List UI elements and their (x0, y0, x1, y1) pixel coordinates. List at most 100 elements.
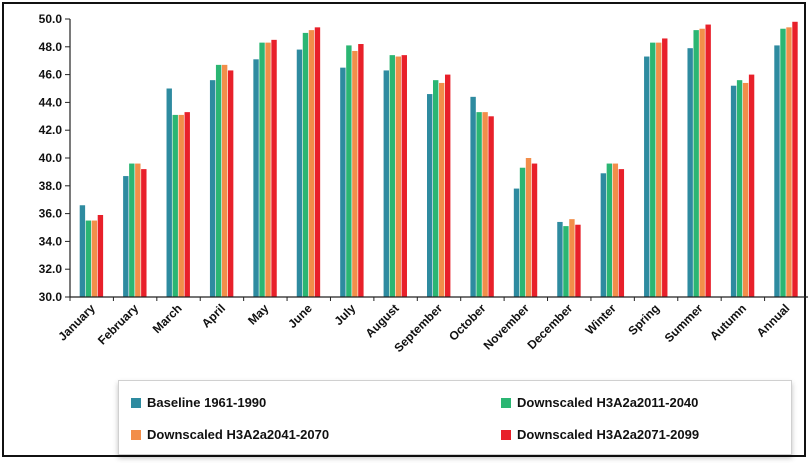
bar (265, 42, 271, 297)
bar (302, 32, 309, 298)
bar (123, 176, 129, 297)
bar (433, 80, 439, 297)
bar (79, 205, 86, 297)
bar (786, 27, 792, 298)
bar (91, 220, 98, 297)
x-category-label: April (199, 301, 228, 330)
bar (488, 116, 494, 297)
bar (730, 85, 737, 297)
legend-item-baseline: Baseline 1961-1990 (131, 395, 266, 410)
bar (141, 169, 147, 297)
bar (644, 56, 650, 297)
bar (693, 30, 699, 298)
x-category-label: July (331, 301, 358, 328)
bar (215, 64, 222, 298)
bar (476, 112, 482, 297)
bar (774, 45, 780, 297)
legend-item-2071-2099: Downscaled H3A2a2071-2099 (501, 427, 699, 442)
bar (650, 42, 656, 297)
y-tick-label: 48.0 (39, 40, 63, 54)
bar (557, 221, 563, 297)
bar (742, 82, 749, 297)
bar (308, 30, 315, 298)
bar (358, 44, 364, 297)
bar (513, 188, 520, 297)
y-tick-label: 42.0 (39, 123, 63, 137)
bar (780, 28, 786, 297)
x-category-label: Autumn (707, 301, 749, 343)
bar (85, 220, 92, 297)
x-category-label: August (363, 301, 402, 340)
x-category-label: February (95, 301, 141, 347)
legend: Baseline 1961-1990 Downscaled H3A2a2011-… (118, 380, 792, 455)
bar (97, 214, 104, 297)
bar (346, 45, 352, 297)
x-category-label: November (481, 301, 533, 353)
bar (612, 163, 619, 297)
bar (662, 38, 668, 298)
bar (135, 163, 141, 297)
x-category-label: June (285, 301, 315, 331)
y-tick-label: 50.0 (39, 12, 63, 26)
bar (340, 67, 346, 298)
bar (600, 173, 607, 297)
y-tick-label: 44.0 (39, 95, 63, 109)
bar (482, 112, 488, 297)
bar (395, 56, 401, 297)
bar (687, 48, 693, 297)
bar (439, 82, 445, 297)
bar (519, 167, 526, 297)
legend-label-baseline: Baseline 1961-1990 (147, 395, 267, 410)
bar (389, 55, 395, 297)
x-category-label: March (150, 301, 185, 336)
legend-label-2071-2099: Downscaled H3A2a2071-2099 (517, 427, 700, 442)
legend-label-2041-2070: Downscaled H3A2a2041-2070 (147, 427, 330, 442)
x-category-label: Spring (625, 301, 662, 338)
y-tick-label: 40.0 (39, 151, 63, 165)
bar (184, 112, 190, 297)
bar (445, 74, 451, 297)
bar (792, 21, 798, 298)
bar (736, 80, 743, 297)
bar (383, 70, 389, 298)
bar (470, 96, 476, 297)
bar (606, 163, 613, 297)
y-tick-label: 30.0 (39, 290, 63, 304)
legend-item-2011-2040: Downscaled H3A2a2011-2040 (501, 395, 698, 410)
chart-frame (2, 2, 806, 457)
bar (227, 70, 234, 298)
x-category-label: May (245, 301, 272, 328)
bar (209, 80, 216, 297)
y-tick-label: 34.0 (39, 234, 63, 248)
bar (221, 64, 228, 298)
y-tick-label: 32.0 (39, 262, 63, 276)
bar (296, 49, 303, 297)
bar (575, 224, 581, 297)
bar (178, 114, 184, 297)
legend-swatch-2011-2040 (501, 397, 511, 408)
bar (569, 219, 575, 297)
bar (531, 163, 538, 297)
bars (79, 21, 798, 298)
legend-swatch-2071-2099 (501, 429, 511, 440)
legend-label-2011-2040: Downscaled H3A2a2011-2040 (517, 395, 699, 410)
y-tick-label: 36.0 (39, 207, 63, 221)
x-category-label: Summer (662, 301, 706, 345)
bar (705, 24, 711, 298)
bar (656, 42, 662, 297)
bar (525, 158, 532, 297)
bar (314, 27, 321, 298)
x-category-label: Annual (754, 301, 793, 340)
bar (563, 226, 569, 297)
bar (166, 88, 172, 297)
y-axis: 30.0 32.0 34.0 36.0 38.0 40.0 42.0 44.0 46.0 48.0… (39, 12, 71, 304)
x-category-label: Winter (583, 301, 619, 337)
x-category-label: January (55, 301, 98, 344)
bar (172, 114, 178, 297)
x-category-label: October (446, 301, 489, 344)
y-tick-label: 38.0 (39, 179, 63, 193)
bar (427, 94, 433, 297)
bar (699, 28, 705, 297)
